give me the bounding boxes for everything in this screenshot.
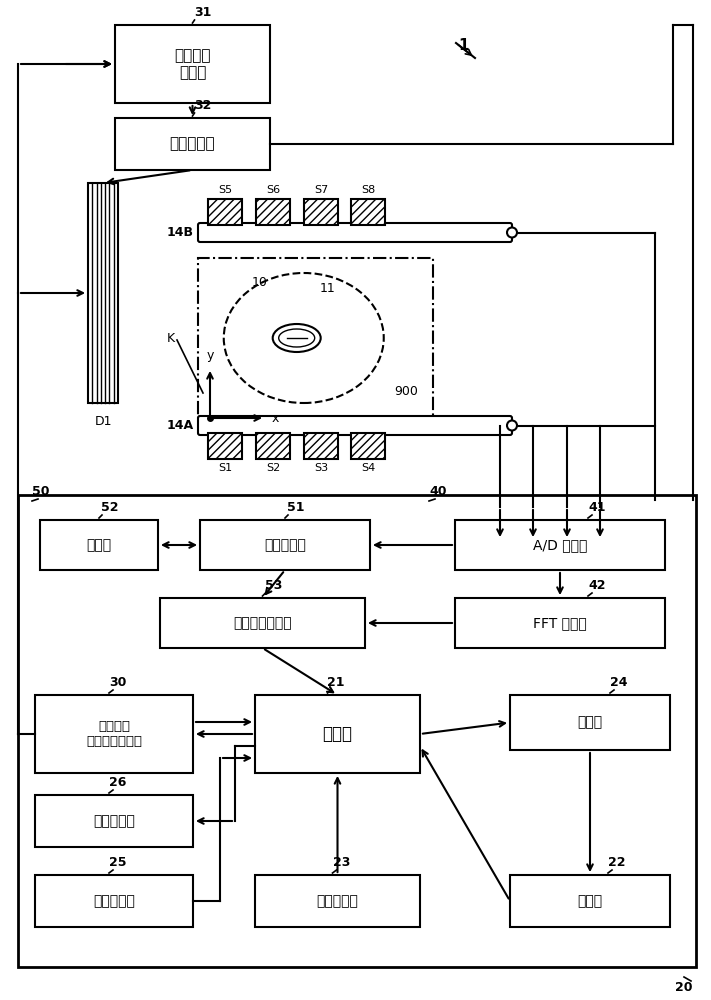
Bar xyxy=(304,433,338,459)
Text: 电流检测部: 电流检测部 xyxy=(170,136,215,151)
Text: 驱动信号
生成部: 驱动信号 生成部 xyxy=(174,48,210,80)
Text: 52: 52 xyxy=(101,501,119,514)
Bar xyxy=(40,520,158,570)
Text: 位置信息运算部: 位置信息运算部 xyxy=(233,616,292,630)
Text: 23: 23 xyxy=(333,856,350,869)
Text: K: K xyxy=(167,332,175,344)
Text: 控制部: 控制部 xyxy=(323,725,353,743)
Bar xyxy=(115,25,270,103)
Text: S8: S8 xyxy=(361,185,375,195)
Text: S6: S6 xyxy=(266,185,280,195)
Text: A/D 转换部: A/D 转换部 xyxy=(533,538,587,552)
FancyBboxPatch shape xyxy=(198,416,512,435)
Text: 21: 21 xyxy=(328,676,345,689)
Text: 驱动线圈
输入信号调整部: 驱动线圈 输入信号调整部 xyxy=(86,720,142,748)
Text: 900: 900 xyxy=(394,385,418,398)
Text: 存储部: 存储部 xyxy=(577,894,602,908)
Text: 53: 53 xyxy=(264,579,282,592)
Bar xyxy=(351,199,385,225)
FancyBboxPatch shape xyxy=(198,258,433,418)
Bar xyxy=(35,875,193,927)
Text: S7: S7 xyxy=(314,185,328,195)
Circle shape xyxy=(507,228,517,237)
Text: 20: 20 xyxy=(675,981,692,994)
Bar xyxy=(510,695,670,750)
Text: S5: S5 xyxy=(218,185,232,195)
Text: 31: 31 xyxy=(195,6,212,19)
Text: 41: 41 xyxy=(588,501,606,514)
Bar xyxy=(255,695,420,773)
Text: D1: D1 xyxy=(95,415,112,428)
Bar xyxy=(455,598,665,648)
Bar xyxy=(256,199,290,225)
Text: 25: 25 xyxy=(109,856,127,869)
Bar xyxy=(255,875,420,927)
Text: 存储器: 存储器 xyxy=(87,538,112,552)
Bar xyxy=(256,433,290,459)
Text: 14B: 14B xyxy=(167,226,194,239)
Text: 50: 50 xyxy=(32,485,50,498)
Bar xyxy=(200,520,370,570)
Bar xyxy=(455,520,665,570)
Bar xyxy=(28,505,413,683)
Text: S3: S3 xyxy=(314,463,328,473)
Text: 操作输入部: 操作输入部 xyxy=(316,894,358,908)
Text: 无线接收部: 无线接收部 xyxy=(93,894,135,908)
Text: FFT 运算部: FFT 运算部 xyxy=(533,616,587,630)
Text: x: x xyxy=(272,412,279,424)
Circle shape xyxy=(507,420,517,430)
Text: 1: 1 xyxy=(458,38,469,53)
Bar xyxy=(304,199,338,225)
Text: 30: 30 xyxy=(109,676,127,689)
Text: 显示部: 显示部 xyxy=(577,716,602,730)
Bar xyxy=(208,433,242,459)
Text: 42: 42 xyxy=(588,579,606,592)
Text: 22: 22 xyxy=(608,856,626,869)
FancyBboxPatch shape xyxy=(198,223,512,242)
Bar xyxy=(88,183,118,403)
Bar xyxy=(208,199,242,225)
Text: 24: 24 xyxy=(610,676,628,689)
Bar xyxy=(35,695,193,773)
Text: 51: 51 xyxy=(287,501,304,514)
Text: 14A: 14A xyxy=(167,419,194,432)
Bar xyxy=(18,495,696,967)
Text: 11: 11 xyxy=(320,282,336,294)
Bar xyxy=(351,433,385,459)
Bar xyxy=(510,875,670,927)
Text: 校准运算部: 校准运算部 xyxy=(264,538,306,552)
Bar xyxy=(160,598,365,648)
Text: y: y xyxy=(206,349,214,362)
Text: 32: 32 xyxy=(195,99,212,112)
Text: S2: S2 xyxy=(266,463,280,473)
Text: 10: 10 xyxy=(252,276,268,290)
Text: 26: 26 xyxy=(109,776,127,789)
Bar xyxy=(35,795,193,847)
Text: S1: S1 xyxy=(218,463,232,473)
Text: 无线发送部: 无线发送部 xyxy=(93,814,135,828)
Bar xyxy=(425,505,687,683)
Text: S4: S4 xyxy=(361,463,375,473)
Bar xyxy=(115,118,270,170)
Text: 40: 40 xyxy=(429,485,447,498)
